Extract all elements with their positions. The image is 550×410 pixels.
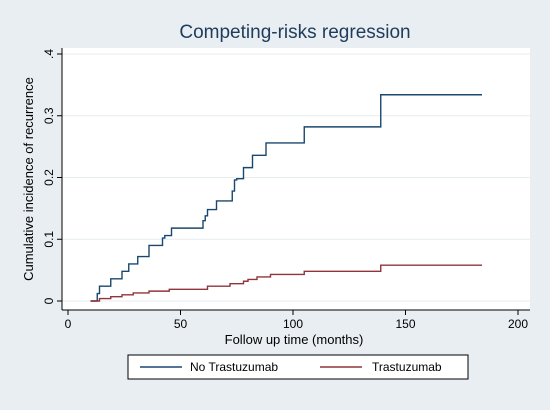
- series-line-1: [90, 264, 482, 302]
- x-tick-label: 200: [508, 317, 528, 331]
- legend-label-1: Trastuzumab: [372, 360, 442, 374]
- y-tick-label: .4: [42, 49, 56, 59]
- x-tick-label: 0: [65, 317, 72, 331]
- legend: No Trastuzumab Trastuzumab: [140, 360, 442, 374]
- legend-label-0: No Trastuzumab: [190, 360, 278, 374]
- x-tick-label: 100: [283, 317, 303, 331]
- y-axis-ticks: 0 0.1 0.2 0.3 .4: [42, 49, 62, 304]
- chart-title: Competing-risks regression: [179, 22, 410, 43]
- series-line-0: [90, 94, 482, 302]
- x-axis-label: Follow up time (months): [225, 332, 364, 347]
- x-axis-ticks: 0 50 100 150 200: [65, 310, 528, 331]
- x-tick-label: 50: [174, 317, 188, 331]
- y-tick-label: 0.1: [42, 231, 56, 248]
- y-tick-label: 0: [42, 297, 56, 304]
- legend-box: [127, 354, 469, 380]
- y-tick-label: 0.2: [42, 169, 56, 186]
- plot-area: [62, 48, 530, 310]
- grid-lines: [62, 53, 530, 302]
- series-group: [90, 94, 482, 302]
- y-tick-label: 0.3: [42, 107, 56, 124]
- y-axis-label: Cumulative incidence of recurrence: [21, 77, 36, 281]
- x-tick-label: 150: [395, 317, 415, 331]
